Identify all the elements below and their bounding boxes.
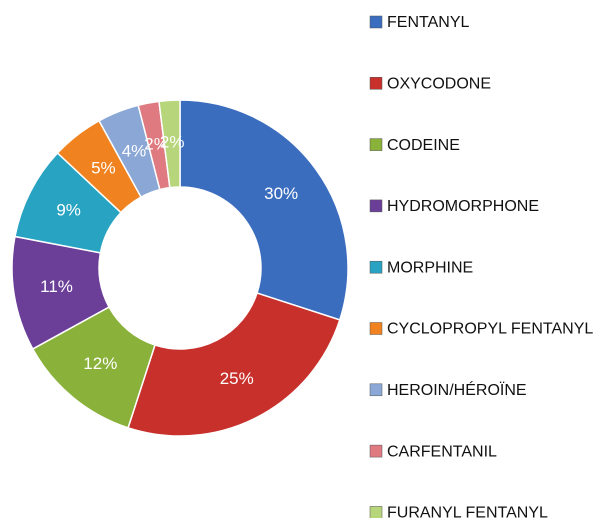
slice-label: 30% — [264, 184, 298, 203]
legend-label: HEROIN/HÉROÏNE — [387, 380, 527, 399]
legend-label: FENTANYL — [387, 14, 469, 31]
donut-slice — [179, 99, 349, 321]
donut-slice — [127, 292, 341, 437]
slice-label: 2% — [160, 133, 185, 152]
legend-swatch — [369, 77, 383, 90]
legend-swatch — [369, 444, 383, 458]
slice-label: 2% — [144, 135, 169, 154]
legend-label: MORPHINE — [387, 259, 473, 276]
legend-label: CYCLOPROPYL FENTANYL — [387, 321, 593, 338]
slice-label: 5% — [91, 159, 116, 178]
legend-label: FURANYL FENTANYL — [387, 505, 548, 518]
legend-swatch — [369, 383, 383, 397]
legend-label: OXYCODONE — [387, 76, 491, 93]
legend-swatch — [369, 199, 383, 213]
legend-label: CODEINE — [387, 137, 460, 154]
slice-label: 25% — [220, 369, 254, 388]
slice-label: 4% — [122, 141, 147, 160]
legend-swatch — [369, 260, 383, 274]
slice-label: 12% — [83, 354, 117, 373]
slice-label: 9% — [56, 201, 81, 220]
donut-slice — [158, 99, 181, 189]
slice-label: 11% — [40, 277, 73, 296]
legend-label: CARFENTANIL — [387, 443, 497, 460]
legend-label: HYDROMORPHONE — [387, 198, 539, 215]
legend-swatch — [369, 15, 383, 29]
legend-swatch — [369, 138, 383, 151]
legend-swatch — [369, 322, 383, 335]
legend-swatch — [369, 506, 383, 518]
